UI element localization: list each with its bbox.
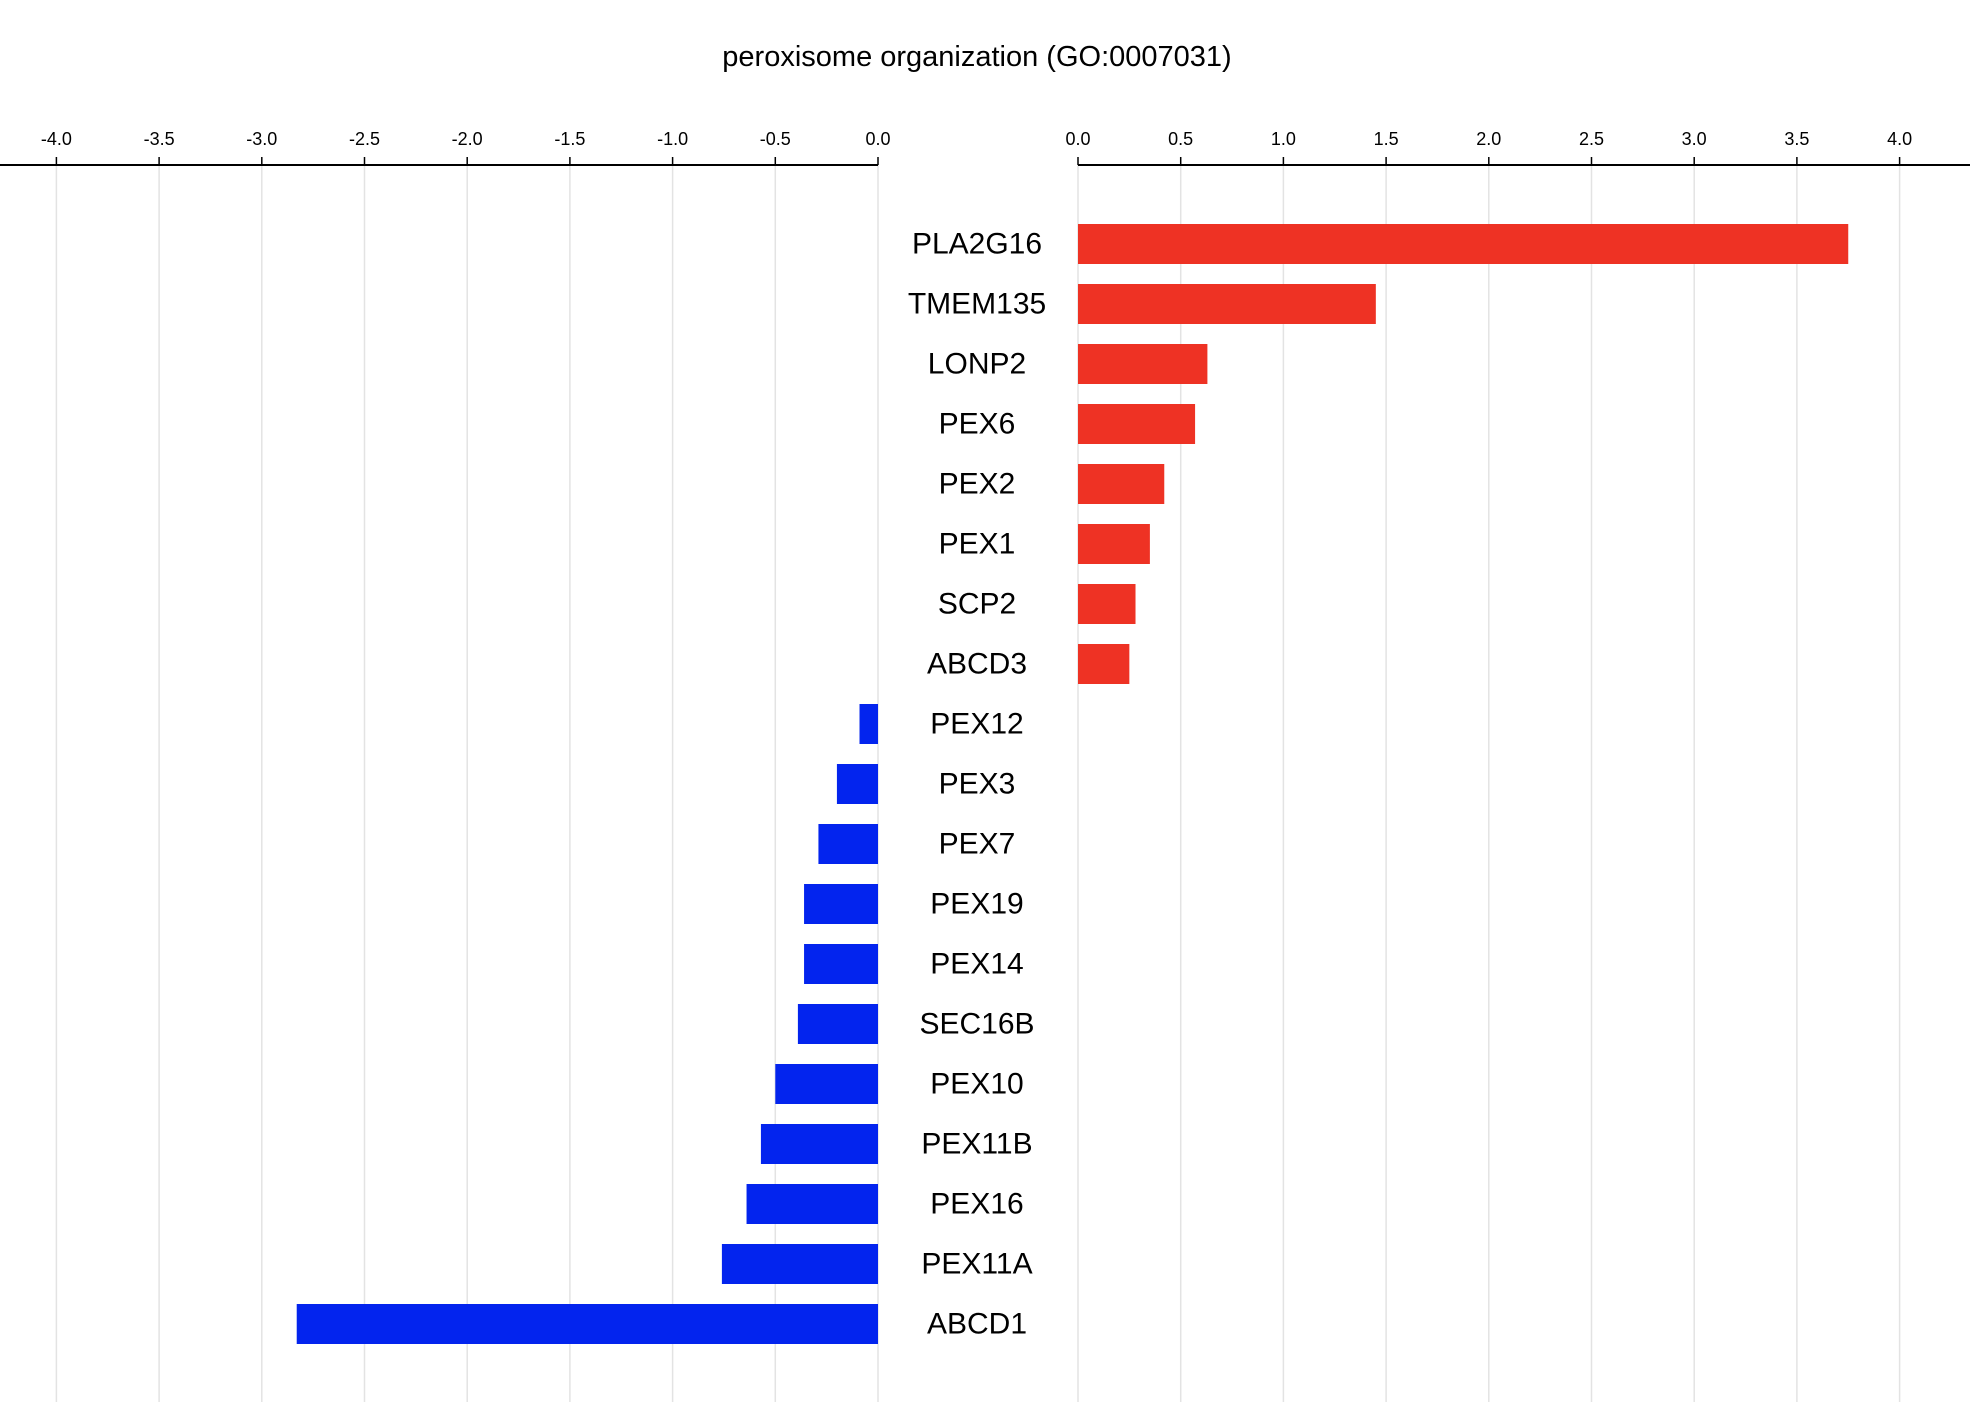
bar-PEX11B [760, 1124, 878, 1164]
bar-PEX19 [804, 884, 878, 924]
bar-TMEM135 [1078, 284, 1376, 324]
negative-axis-tick-label: -3.0 [246, 129, 277, 149]
bar-PEX14 [804, 944, 878, 984]
positive-axis-tick-label: 4.0 [1887, 129, 1912, 149]
chart-title: peroxisome organization (GO:0007031) [722, 41, 1231, 73]
positive-axis-tick-label: 3.5 [1784, 129, 1809, 149]
bar-PEX3 [836, 764, 878, 804]
bar-PEX11A [721, 1244, 878, 1284]
negative-axis-tick-label: -3.5 [144, 129, 175, 149]
positive-axis-tick-label: 2.0 [1476, 129, 1501, 149]
category-label: PEX2 [939, 468, 1016, 501]
category-label: PEX19 [930, 888, 1023, 921]
bar-PEX2 [1078, 464, 1165, 504]
category-label: PEX14 [930, 948, 1023, 981]
positive-axis-tick-label: 0.5 [1168, 129, 1193, 149]
negative-axis-tick-label: -0.5 [760, 129, 791, 149]
bar-ABCD1 [296, 1304, 878, 1344]
category-label: PEX16 [930, 1188, 1023, 1221]
category-label: PEX11B [921, 1128, 1032, 1161]
category-label: ABCD1 [927, 1308, 1027, 1341]
positive-axis-tick-label: 2.5 [1579, 129, 1604, 149]
bar-SCP2 [1078, 584, 1136, 624]
category-label: PEX6 [939, 408, 1016, 441]
bars [296, 224, 1849, 1344]
axes: -4.0 -3.5 -3.0 -2.5 -2.0 -1.5 -1.0 -0.5 0.0 0.0 0.… [0, 129, 1970, 166]
category-label: SEC16B [919, 1008, 1034, 1041]
positive-axis-tick-label: 3.0 [1682, 129, 1707, 149]
positive-axis-tick-label: 0.0 [1065, 129, 1090, 149]
bar-PEX12 [859, 704, 878, 744]
bar-SEC16B [797, 1004, 878, 1044]
category-labels: PLA2G16 TMEM135 LONP2 PEX6 PEX2 PEX1 SCP2 ABCD3… [908, 228, 1046, 1341]
category-label: TMEM135 [908, 288, 1046, 321]
category-label: PLA2G16 [912, 228, 1042, 261]
bar-PEX10 [775, 1064, 878, 1104]
negative-axis-tick-label: -4.0 [41, 129, 72, 149]
category-label: PEX7 [939, 828, 1016, 861]
category-label: PEX1 [939, 528, 1016, 561]
bar-PLA2G16 [1078, 224, 1849, 264]
bar-PEX7 [818, 824, 878, 864]
positive-axis-tick-label: 1.0 [1271, 129, 1296, 149]
category-label: ABCD3 [927, 648, 1027, 681]
negative-axis-tick-label: 0.0 [865, 129, 890, 149]
bar-PEX6 [1078, 404, 1196, 444]
negative-axis-tick-label: -2.5 [349, 129, 380, 149]
category-label: PEX12 [930, 708, 1023, 741]
category-label: PEX11A [921, 1248, 1032, 1281]
negative-axis-tick-label: -1.5 [554, 129, 585, 149]
category-label: LONP2 [928, 348, 1026, 381]
bar-PEX16 [746, 1184, 878, 1224]
bar-LONP2 [1078, 344, 1208, 384]
negative-axis-tick-label: -2.0 [452, 129, 483, 149]
positive-axis-tick-label: 1.5 [1374, 129, 1399, 149]
bar-ABCD3 [1078, 644, 1130, 684]
category-label: PEX10 [930, 1068, 1023, 1101]
category-label: SCP2 [938, 588, 1016, 621]
category-label: PEX3 [939, 768, 1016, 801]
negative-axis-tick-label: -1.0 [657, 129, 688, 149]
bar-PEX1 [1078, 524, 1150, 564]
